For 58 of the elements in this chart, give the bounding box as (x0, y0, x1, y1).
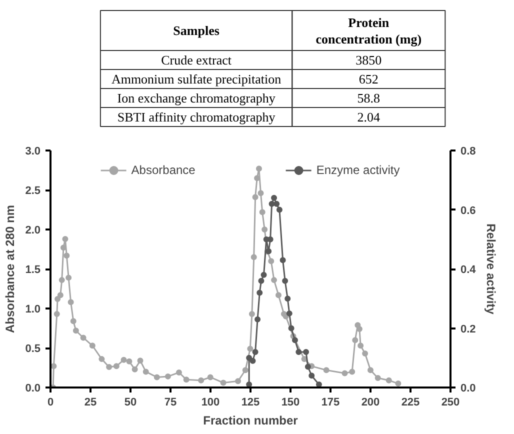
point (252, 348, 258, 355)
point (303, 348, 310, 355)
legend-label: Absorbance (131, 163, 196, 177)
x-tick-label: 250 (441, 396, 460, 408)
x-tick-label: 50 (124, 396, 137, 408)
point (288, 325, 294, 332)
text: SBTI affinity chromatography (117, 110, 276, 124)
point (260, 272, 267, 278)
text: Protein concentration (mg) (316, 14, 422, 46)
legend-label: Enzyme activity (316, 163, 400, 177)
point (284, 296, 291, 302)
x-tick-label: 0 (47, 396, 54, 408)
point (292, 337, 298, 344)
point (250, 358, 256, 364)
point (296, 348, 302, 355)
x-tick-label: 175 (321, 396, 340, 408)
x-tick-label: 225 (401, 396, 420, 408)
text: 58.8 (357, 90, 380, 106)
text: Samples (173, 23, 220, 38)
point (282, 278, 288, 284)
x-tick-label: 200 (361, 396, 380, 408)
y-tick-label: 1.5 (25, 264, 41, 276)
y-axis-title: Absorbance at 280 nm (3, 204, 18, 334)
point (308, 372, 315, 379)
point (271, 194, 278, 201)
y-tick-label: 2.0 (25, 224, 41, 236)
text: 2.04 (357, 110, 381, 124)
text: 3850 (356, 52, 382, 68)
x-tick-label: 100 (201, 396, 220, 408)
x-tick-label: 75 (164, 396, 177, 408)
x-axis-title: Fraction number (203, 414, 298, 428)
point (276, 206, 282, 213)
y-tick-label: 1.0 (25, 304, 41, 316)
point (274, 200, 280, 207)
point (256, 290, 263, 296)
y2-tick-label: 0.6 (460, 204, 476, 217)
x-tick-label: 25 (84, 396, 97, 408)
text: 652 (358, 72, 378, 86)
y-tick-label: 0.5 (25, 343, 41, 355)
y2-tick-label: 0.2 (460, 323, 476, 336)
y2-axis-title: Relative activity (484, 224, 498, 315)
y-tick-label: 0.0 (25, 382, 41, 394)
point (246, 354, 252, 361)
y-tick-label: 3.0 (25, 146, 41, 158)
text: Ion exchange chromatography (117, 90, 276, 106)
point (280, 257, 286, 264)
x-tick-label: 125 (241, 396, 260, 408)
text: Crude extract (161, 52, 232, 68)
y-tick-label: 2.5 (25, 185, 41, 197)
point (304, 364, 311, 370)
point (286, 310, 292, 316)
point (258, 278, 264, 284)
text: Ammonium sulfate precipitation (111, 72, 282, 86)
y2-tick-label: 0.4 (460, 264, 477, 276)
x-tick-label: 150 (281, 396, 300, 408)
y2-tick-label: 0.8 (460, 146, 476, 158)
point (254, 316, 261, 322)
y2-tick-label: 0.0 (460, 382, 476, 394)
